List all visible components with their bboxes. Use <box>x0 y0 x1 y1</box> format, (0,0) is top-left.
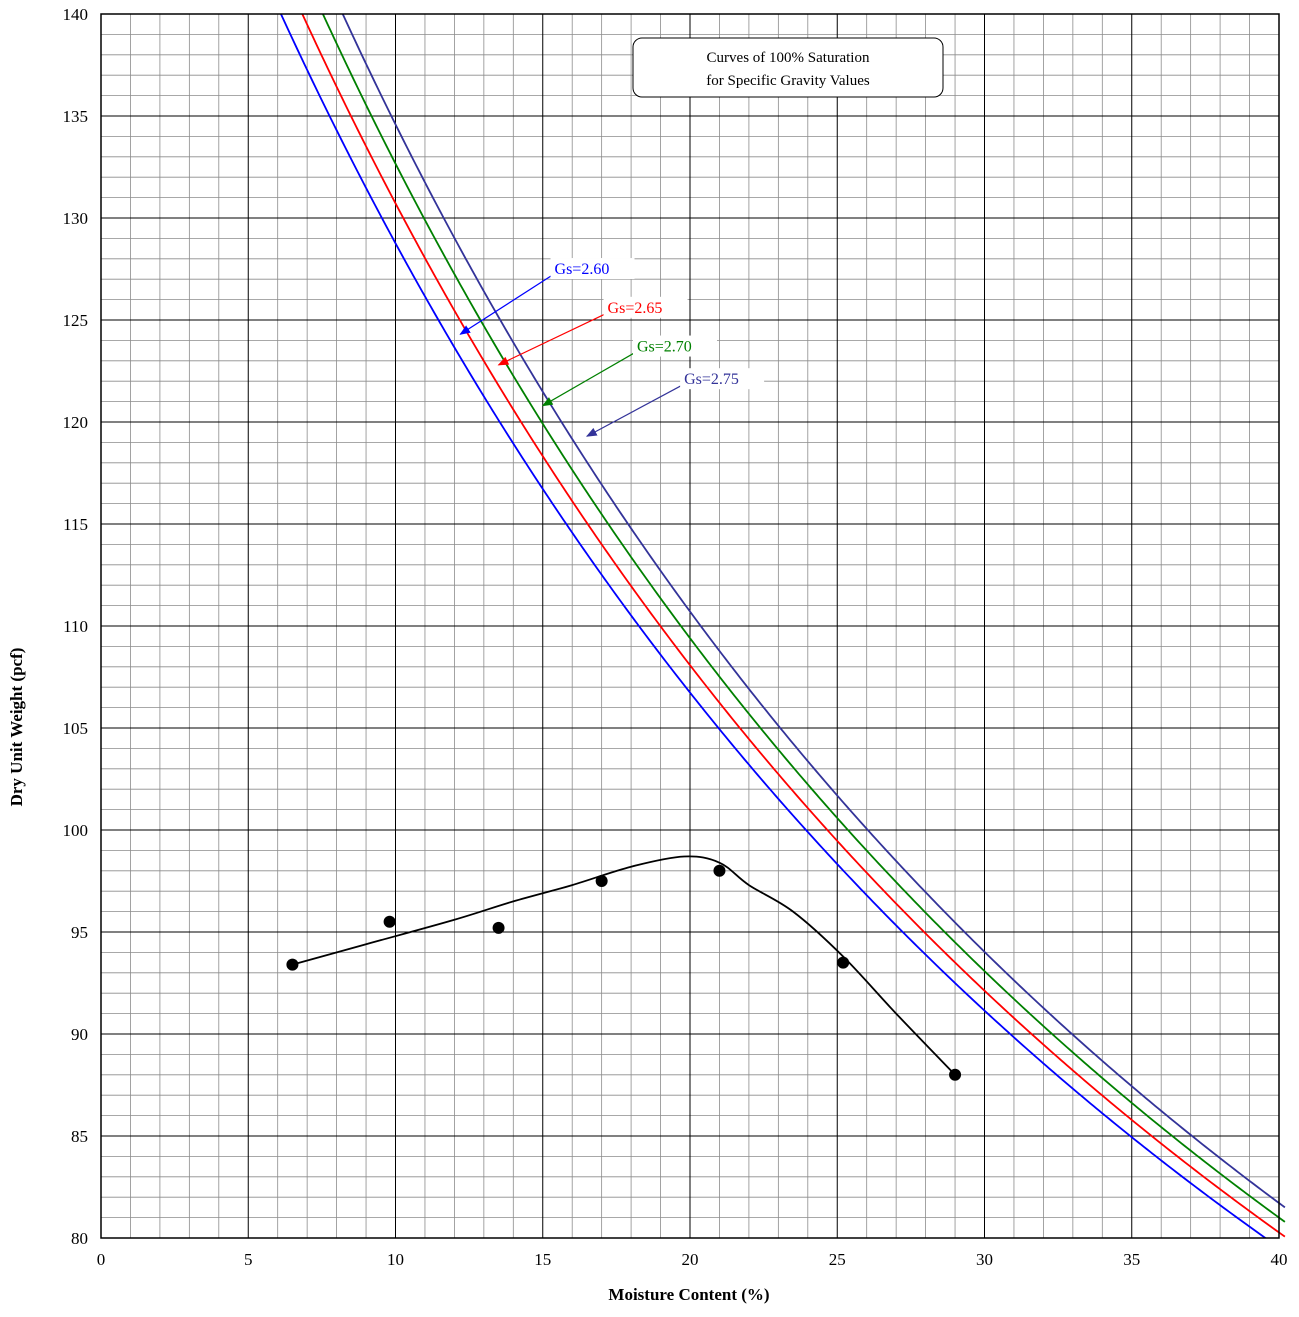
compaction-data-point <box>286 958 299 971</box>
compaction-data-point <box>595 875 608 887</box>
y-tick-label: 125 <box>63 311 89 330</box>
legend-frame <box>632 37 944 98</box>
y-tick-label: 95 <box>71 923 88 942</box>
compaction-data-point <box>713 864 726 877</box>
x-tick-label: 25 <box>829 1250 846 1269</box>
x-axis-title: Moisture Content (%) <box>608 1285 769 1304</box>
y-tick-label: 85 <box>71 1127 88 1146</box>
x-tick-label: 5 <box>244 1250 253 1269</box>
y-tick-label: 90 <box>71 1025 88 1044</box>
curve-label: Gs=2.60 <box>555 261 610 278</box>
callout-arrow <box>497 313 606 366</box>
curve-callouts: Gs=2.60 Gs=2.65 Gs=2.70 Gs=2.75 <box>459 258 765 437</box>
callout-arrow <box>459 274 553 335</box>
y-axis-title: Dry Unit Weight (pcf) <box>7 648 26 807</box>
callout-arrow <box>541 352 636 407</box>
curve-label: Gs=2.65 <box>608 300 663 317</box>
compaction-curve-line <box>292 855 956 1076</box>
x-tick-label: 15 <box>534 1250 551 1269</box>
saturation-curve-line <box>301 14 1286 1238</box>
saturation-curves <box>279 14 1286 1238</box>
saturation-curve-line <box>341 14 1286 1209</box>
y-tick-label: 100 <box>63 821 89 840</box>
x-tick-label: 30 <box>976 1250 993 1269</box>
x-tick-label: 20 <box>682 1250 699 1269</box>
compaction-curve-group <box>286 855 962 1081</box>
x-tick-label: 0 <box>97 1250 106 1269</box>
curve-label: Gs=2.75 <box>684 371 739 388</box>
saturation-curve-line <box>321 14 1286 1223</box>
legend-line-1: Curves of 100% Saturation <box>707 50 870 66</box>
legend-line-2: for Specific Gravity Values <box>706 73 870 89</box>
y-tick-label: 80 <box>71 1229 88 1248</box>
compaction-data-point <box>383 915 396 928</box>
x-tick-labels: 0 5 10 15 20 25 30 35 40 <box>97 1250 1288 1269</box>
compaction-data-point <box>949 1068 962 1081</box>
y-tick-label: 130 <box>63 209 89 228</box>
callout-background <box>550 258 635 280</box>
callout-arrow <box>585 384 683 437</box>
callout-background <box>680 368 765 390</box>
compaction-data-point <box>492 921 505 934</box>
x-tick-label: 10 <box>387 1250 404 1269</box>
y-tick-label: 120 <box>63 413 89 432</box>
callout-background <box>632 335 717 357</box>
compaction-data-point <box>837 956 850 969</box>
y-tick-labels: 80 85 90 95 100 105 110 115 120 125 130 135 140 <box>63 5 89 1248</box>
x-tick-label: 35 <box>1123 1250 1140 1269</box>
saturation-curve-line <box>279 14 1267 1238</box>
y-tick-label: 135 <box>63 107 89 126</box>
y-tick-label: 105 <box>63 719 89 738</box>
y-tick-label: 115 <box>63 515 88 534</box>
x-tick-label: 40 <box>1271 1250 1288 1269</box>
y-tick-label: 140 <box>63 5 89 24</box>
curve-label: Gs=2.70 <box>637 339 692 356</box>
callout-background <box>603 296 688 318</box>
plot-frame <box>100 13 1280 1239</box>
y-tick-label: 110 <box>63 617 88 636</box>
legend-box: Curves of 100% Saturation for Specific G… <box>632 37 944 98</box>
